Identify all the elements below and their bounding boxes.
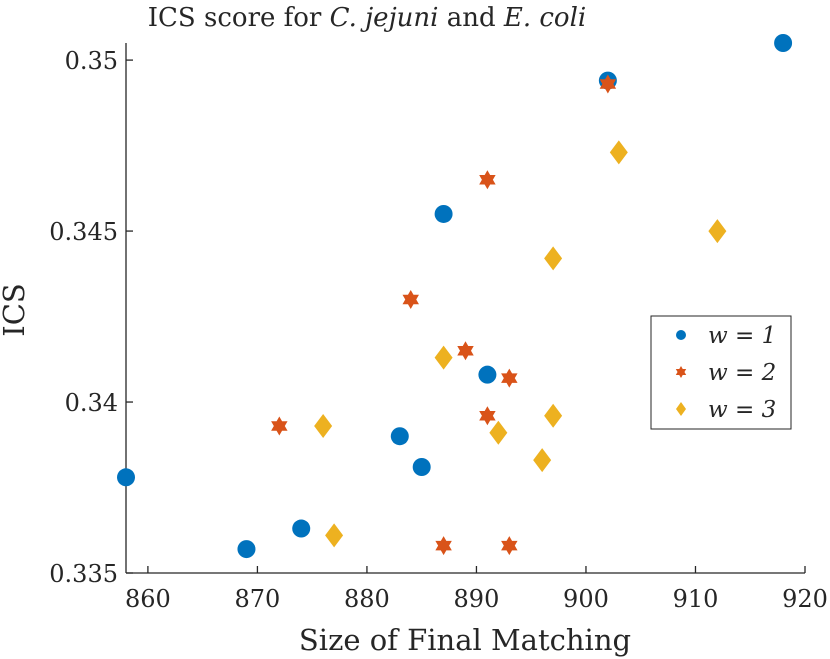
legend-marker	[675, 366, 687, 378]
data-point	[271, 416, 288, 436]
x-tick-label: 880	[344, 585, 390, 613]
legend-label: w = 1	[708, 323, 776, 349]
y-axis-label: ICS	[0, 283, 31, 337]
data-point	[479, 406, 496, 426]
series-1	[117, 34, 793, 559]
title-part: C. jejuni	[330, 3, 439, 33]
y-tick-label: 0.345	[49, 218, 118, 246]
data-point	[609, 140, 628, 165]
data-point	[479, 170, 496, 190]
legend-box	[650, 315, 792, 430]
data-point	[599, 74, 617, 94]
x-tick-label: 920	[782, 585, 828, 613]
y-tick-label: 0.35	[65, 47, 118, 75]
data-marks	[117, 34, 793, 559]
data-point	[435, 536, 452, 556]
data-point	[117, 468, 135, 487]
series-3	[314, 140, 727, 548]
legend-label: w = 3	[708, 397, 776, 423]
x-axis-label: Size of Final Matching	[299, 623, 631, 657]
title-part: E. coli	[503, 3, 586, 33]
data-point	[434, 345, 453, 370]
data-point	[412, 458, 431, 476]
legend: w = 1 w = 2 w = 3	[650, 315, 792, 430]
axes: 860 870 880 890 900 910 920 0.335 0.34 0.345 0.35	[49, 43, 828, 613]
title-part: and	[438, 3, 503, 33]
data-point	[457, 341, 474, 361]
legend-marker	[676, 402, 686, 416]
x-tick-label: 910	[673, 585, 719, 613]
data-point	[237, 540, 256, 559]
data-point	[501, 368, 518, 388]
chart-title: ICS score for C. jejuni and E. coli	[148, 3, 586, 33]
data-point	[292, 519, 311, 538]
data-point	[501, 536, 518, 556]
data-point	[434, 204, 453, 223]
y-tick-label: 0.335	[49, 560, 118, 588]
x-tick-label: 900	[563, 585, 609, 613]
legend-marker	[676, 330, 686, 340]
y-tick-label: 0.34	[65, 389, 118, 417]
data-point	[402, 289, 419, 309]
data-point	[544, 246, 563, 271]
data-point	[533, 448, 552, 473]
title-part: ICS score for	[148, 3, 330, 33]
data-point	[708, 219, 727, 244]
data-point	[478, 365, 497, 384]
x-tick-label: 870	[235, 585, 281, 613]
x-tick-label: 890	[454, 585, 500, 613]
data-point	[390, 427, 409, 446]
data-point	[489, 420, 508, 445]
data-point	[314, 413, 333, 438]
data-point	[325, 523, 344, 548]
data-point	[774, 34, 793, 52]
legend-label: w = 2	[708, 360, 776, 386]
series-2	[271, 74, 617, 556]
x-tick-label: 860	[125, 585, 171, 613]
data-point	[544, 403, 563, 428]
